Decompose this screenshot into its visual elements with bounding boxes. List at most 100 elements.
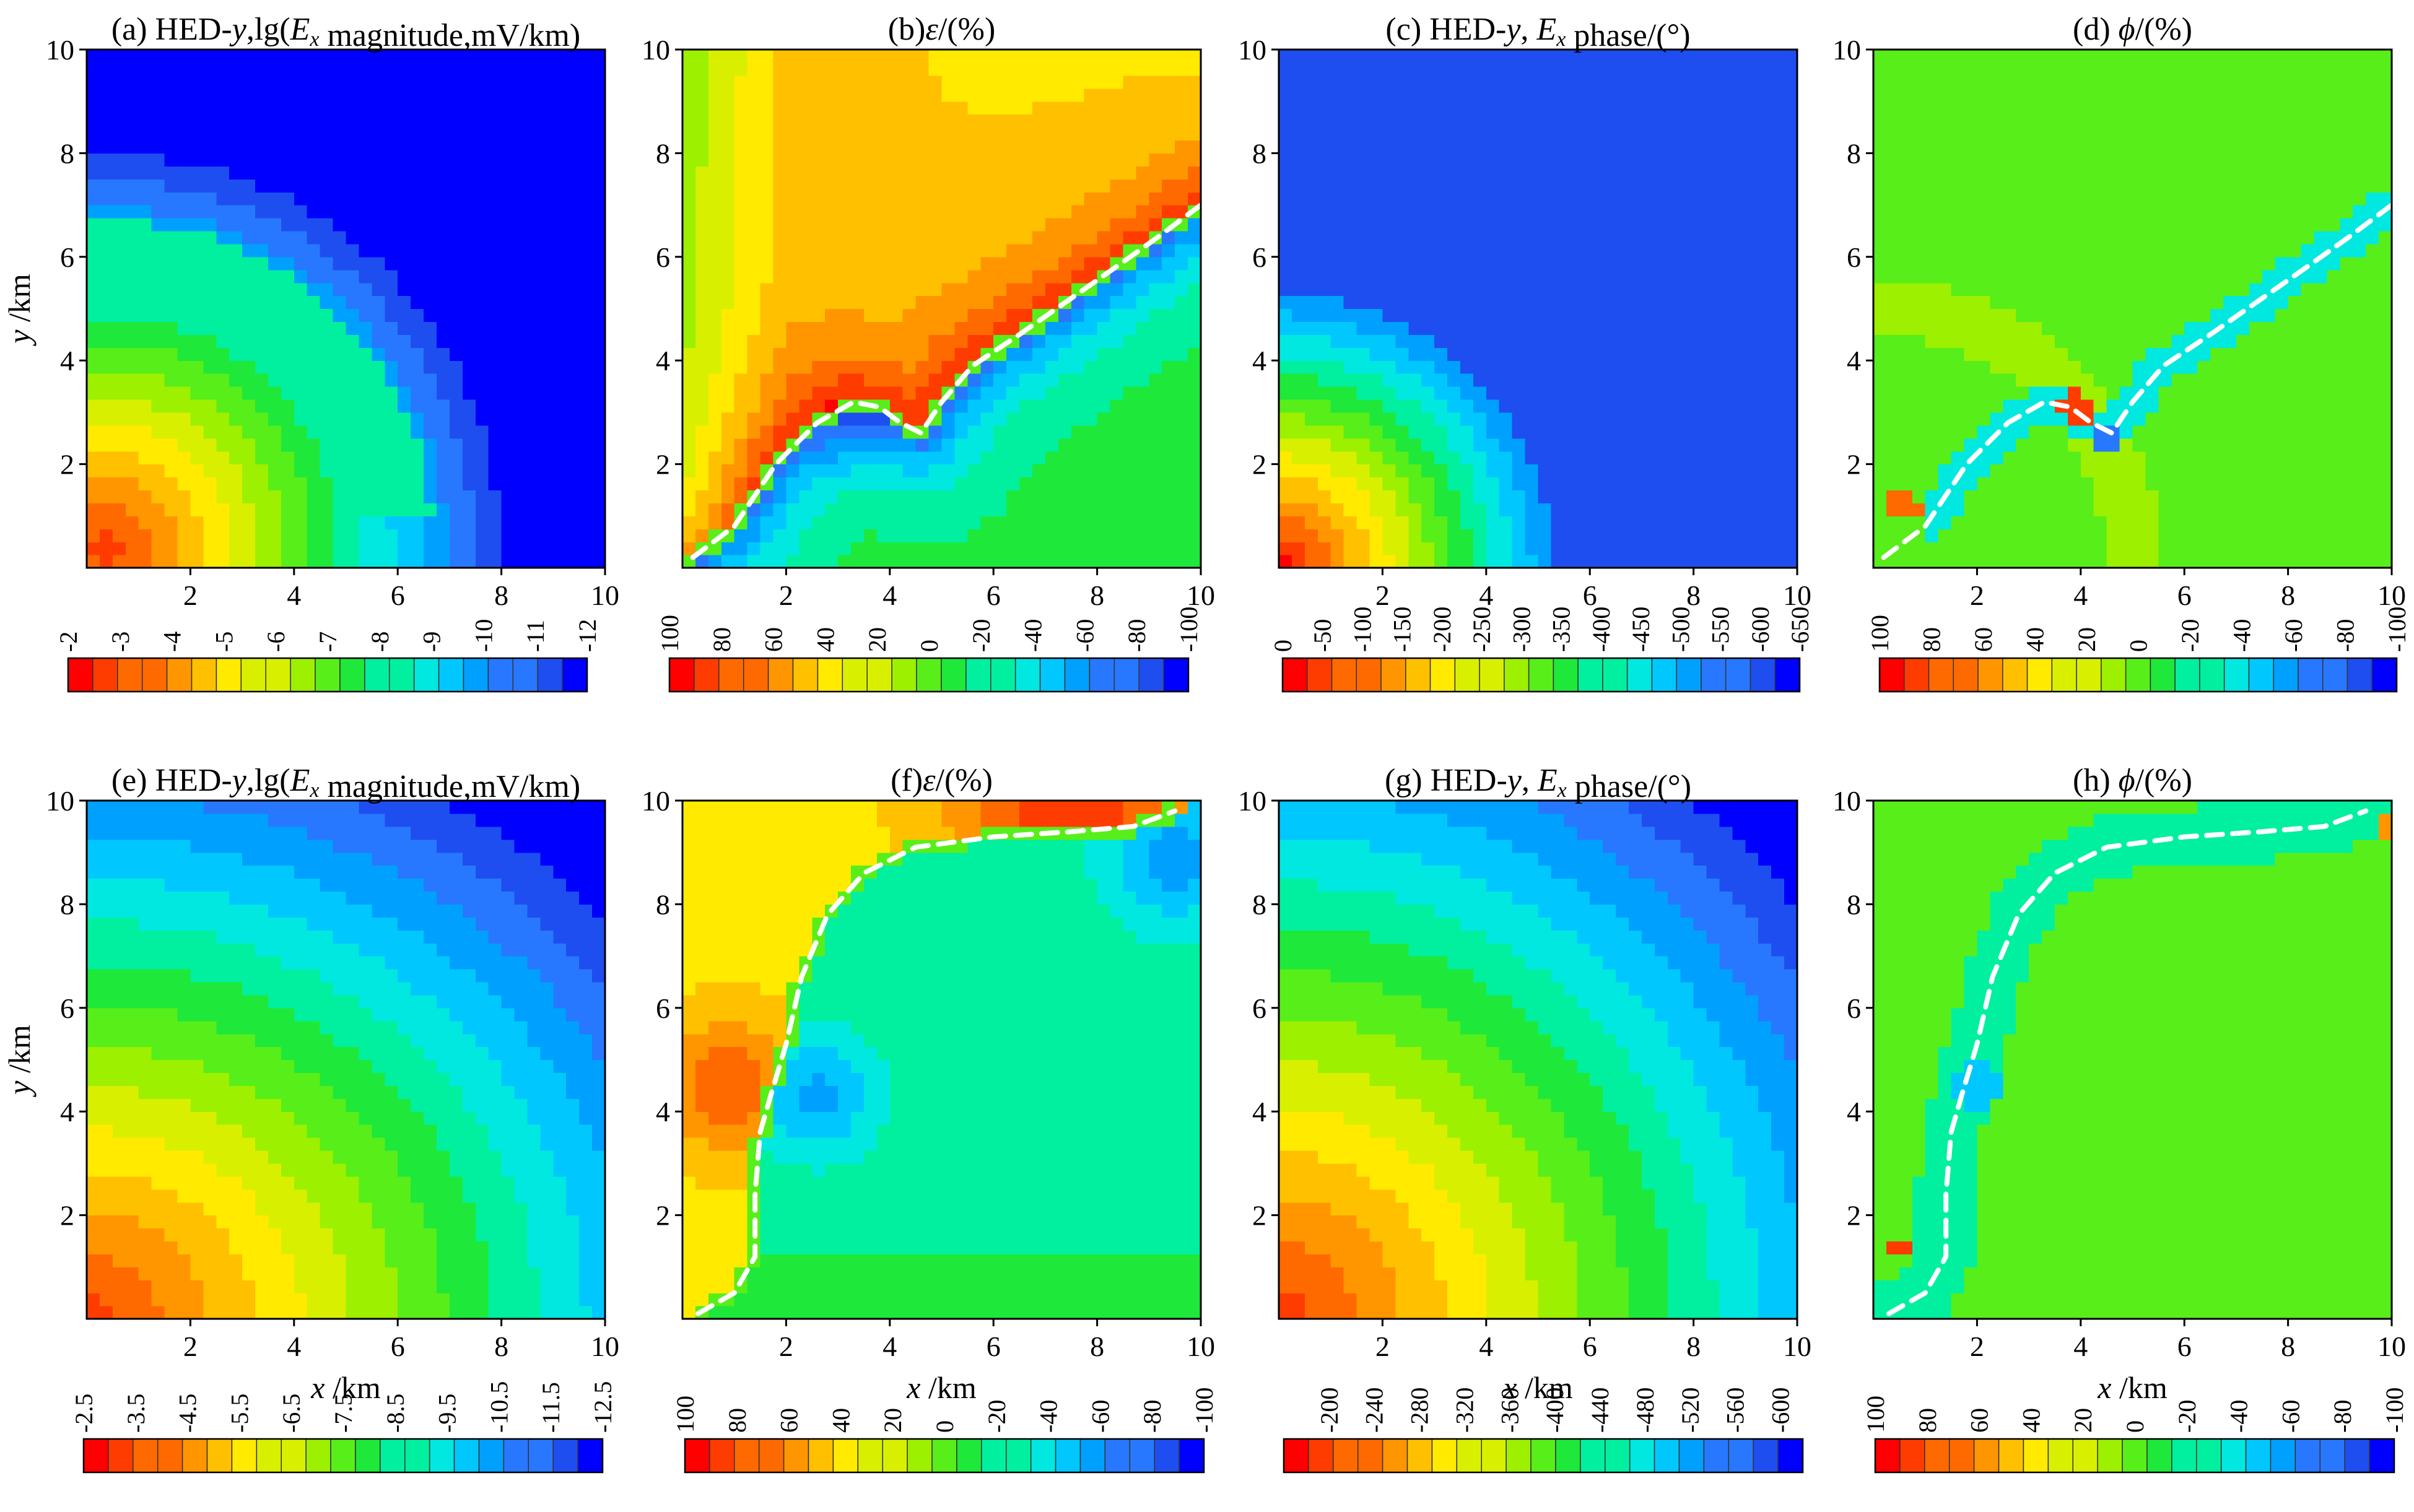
heatmap-cell [385,75,398,89]
heatmap-cell [1616,347,1629,361]
heatmap-cell [190,153,204,167]
heatmap-cell [281,477,295,491]
heatmap-cell [164,334,178,348]
heatmap-cell [1304,516,1318,529]
heatmap-cell [229,490,243,503]
heatmap-cell [1291,464,1305,478]
heatmap-cell [1628,179,1642,193]
heatmap-cell [1616,205,1629,219]
heatmap-cell [863,295,878,310]
heatmap-cell [203,269,217,284]
heatmap-cell [1628,230,1642,245]
heatmap-cell [1873,412,1887,426]
heatmap-cell [424,308,437,323]
heatmap-cell [980,490,994,503]
heatmap-cell [1758,243,1772,258]
heatmap-cell [540,464,554,478]
heatmap-cell [566,114,580,128]
heatmap-cell [1084,412,1098,426]
heatmap-cell [579,425,593,439]
heatmap-cell [1058,62,1072,76]
heatmap-cell [216,399,230,413]
heatmap-cell [514,373,528,387]
heatmap-cell [112,127,126,141]
heatmap-cell [1084,360,1098,374]
heatmap-cell [1188,360,1201,374]
heatmap-cell [1512,243,1526,258]
heatmap-cell [1460,282,1474,297]
heatmap-cell [1460,347,1474,361]
heatmap-cell [398,230,411,245]
heatmap-cell [1654,347,1668,361]
heatmap-cell [1590,230,1603,245]
heatmap-cell [812,282,826,297]
heatmap-cell [1758,140,1772,154]
heatmap-cell [112,464,126,478]
heatmap-cell [1019,347,1033,361]
colorbar-swatch [562,658,588,692]
heatmap-cell [501,88,515,102]
heatmap-cell [462,243,476,258]
heatmap-cell [1447,425,1461,439]
heatmap-cell [1745,386,1759,400]
heatmap-cell [1616,114,1629,128]
heatmap-cell [1110,490,1124,503]
heatmap-cell [980,88,994,102]
heatmap-cell [838,529,852,542]
heatmap-cell [1784,464,1798,478]
heatmap-cell [928,334,943,348]
heatmap-cell [501,399,515,413]
heatmap-cell [1084,542,1098,555]
heatmap-cell [1499,360,1513,374]
heatmap-cell [229,464,243,478]
heatmap-cell [346,62,360,76]
heatmap-cell [1188,282,1201,297]
heatmap-cell [954,140,968,154]
heatmap-cell [411,399,424,413]
heatmap-cell [164,503,178,516]
heatmap-cell [553,334,567,348]
heatmap-cell [1473,127,1487,141]
heatmap-cell [863,438,878,452]
heatmap-cell [1693,282,1707,297]
heatmap-cell [1654,373,1668,387]
heatmap-cell [333,555,347,568]
heatmap-cell [1006,451,1020,465]
heatmap-cell [1564,334,1577,348]
heatmap-cell [799,88,813,102]
heatmap-cell [1603,399,1616,413]
heatmap-cell [164,230,178,245]
heatmap-cell [1486,477,1500,491]
heatmap-cell [501,166,515,180]
heatmap-cell [99,140,113,154]
heatmap-cell [333,360,347,374]
heatmap-cell [553,477,567,491]
heatmap-cell [889,399,904,413]
heatmap-cell [488,75,502,89]
heatmap-cell [1110,282,1124,297]
heatmap-cell [1447,308,1461,323]
heatmap-cell [1356,555,1370,568]
heatmap-cell [1045,140,1059,154]
heatmap-cell [1006,308,1020,323]
heatmap-cell [294,153,308,167]
heatmap-cell [1291,347,1305,361]
heatmap-cell [1680,114,1694,128]
heatmap-cell [876,88,891,102]
heatmap-cell [1745,438,1759,452]
heatmap-cell [1745,218,1759,232]
heatmap-cell [1577,114,1590,128]
heatmap-cell [436,101,450,115]
heatmap-cell [1084,464,1098,478]
heatmap-cell [501,101,515,115]
heatmap-cell [138,503,152,516]
heatmap-cell [1084,205,1098,219]
heatmap-cell [488,127,502,141]
heatmap-cell [566,295,580,310]
heatmap-cell [1771,295,1785,310]
heatmap-cell [229,62,243,76]
heatmap-cell [462,179,476,193]
heatmap-cell [993,179,1007,193]
heatmap-cell [1434,360,1448,374]
heatmap-cell [255,205,269,219]
